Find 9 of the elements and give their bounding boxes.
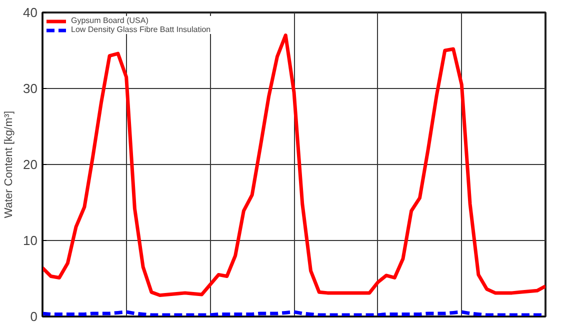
y-tick-label: 40 [23, 5, 38, 20]
line-series [42, 34, 546, 297]
y-axis-title: Water Content [kg/m³] [3, 110, 16, 218]
y-tick-label: 10 [23, 233, 38, 248]
y-tick-label: 20 [23, 157, 38, 172]
legend-label: Low Density Glass Fibre Batt Insulation [71, 25, 211, 34]
y-tick-label: 30 [23, 81, 38, 96]
legend-label: Gypsum Board (USA) [71, 16, 148, 25]
y-tick-label: 0 [30, 309, 38, 324]
